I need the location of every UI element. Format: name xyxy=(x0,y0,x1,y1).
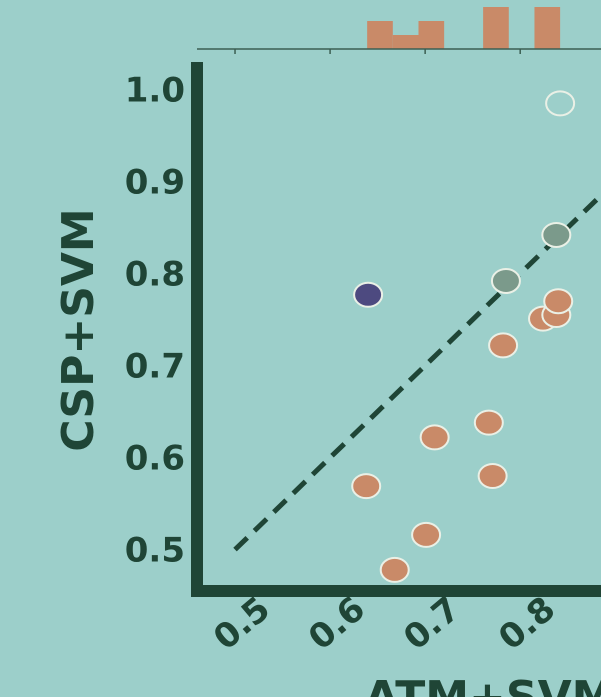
y-axis-title: CSP+SVM xyxy=(53,208,104,451)
y-tick-label: 0.8 xyxy=(125,255,185,295)
diagonal-reference-line xyxy=(233,193,601,552)
x-axis-title: ATM+SVM xyxy=(365,672,601,697)
data-point xyxy=(353,281,384,308)
data-point xyxy=(351,473,382,500)
data-point xyxy=(379,556,410,583)
x-tick-label: 0.8 xyxy=(491,589,563,658)
y-tick-label: 0.7 xyxy=(125,347,185,387)
y-tick-labels: 0.5 0.6 0.7 0.8 0.9 1.0 xyxy=(125,71,185,571)
histogram-bar xyxy=(418,21,445,49)
x-tick-label: 0.6 xyxy=(301,589,373,658)
histogram-bar xyxy=(534,7,561,49)
data-point xyxy=(411,521,442,548)
y-tick-label: 1.0 xyxy=(125,71,185,111)
histogram-bar xyxy=(367,21,393,49)
data-point xyxy=(473,409,504,436)
marginal-histogram xyxy=(367,7,561,49)
data-point xyxy=(477,463,508,489)
y-tick-label: 0.9 xyxy=(125,163,185,203)
data-point xyxy=(541,221,572,248)
y-tick-label: 0.6 xyxy=(125,439,185,479)
x-tick-label: 0.5 xyxy=(206,589,278,658)
y-tick-label: 0.5 xyxy=(125,531,185,571)
data-point xyxy=(488,332,519,359)
data-point xyxy=(543,288,574,315)
data-point xyxy=(545,90,576,117)
histogram-ticks xyxy=(234,49,521,54)
x-tick-label: 0.7 xyxy=(396,589,468,658)
data-point xyxy=(490,267,521,294)
histogram-bar xyxy=(483,7,509,49)
data-points xyxy=(351,90,576,583)
x-tick-labels: 0.5 0.6 0.7 0.8 xyxy=(206,589,563,658)
data-point xyxy=(419,424,450,451)
histogram-bar xyxy=(392,35,419,49)
